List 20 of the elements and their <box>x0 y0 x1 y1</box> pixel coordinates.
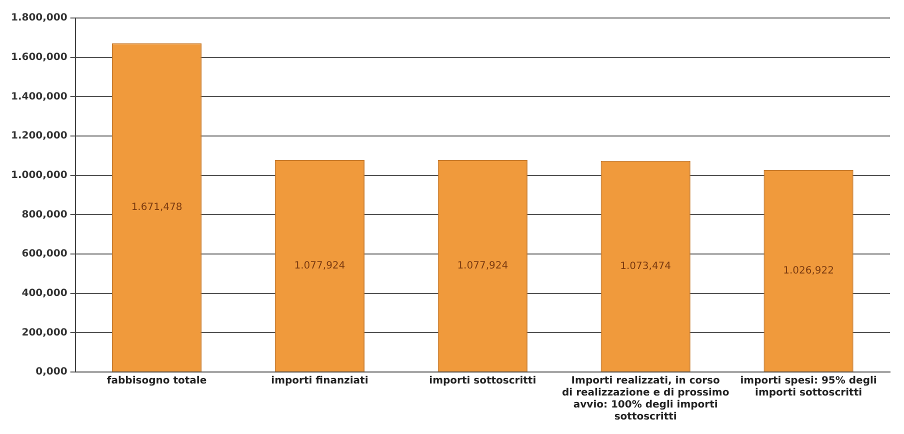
data-label: 1.077,924 <box>294 260 346 272</box>
data-label: 1.077,924 <box>457 260 508 272</box>
x-tick-label: importi sottoscritti <box>429 376 536 387</box>
data-label: 1.671,478 <box>131 202 182 213</box>
x-tick-label: fabbisogno totale <box>106 376 207 387</box>
x-tick-label: importi finanziati <box>271 376 368 387</box>
y-tick-label: 1.000,000 <box>10 170 68 181</box>
y-tick-label: 800,000 <box>22 209 68 220</box>
y-tick-label: 1.400,000 <box>10 91 68 102</box>
data-label: 1.026,922 <box>783 265 834 276</box>
y-tick-label: 1.200,000 <box>10 130 68 142</box>
y-tick-label: 1.800,000 <box>10 12 68 24</box>
y-tick-label: 1.600,000 <box>10 52 68 63</box>
y-tick-label: 600,000 <box>22 248 68 260</box>
y-tick-label: 400,000 <box>22 288 68 299</box>
data-label: 1.073,474 <box>620 260 672 272</box>
x-tick-label: Importi realizzati, in corso di realizzazione e di prossimo avvio: 100% degli importi sottoscritti <box>562 376 730 423</box>
y-tick-label: 0,000 <box>36 366 68 378</box>
y-tick-label: 200,000 <box>22 327 68 338</box>
x-tick-label: importi spesi: 95% degli importi sottoscritti <box>740 376 877 399</box>
